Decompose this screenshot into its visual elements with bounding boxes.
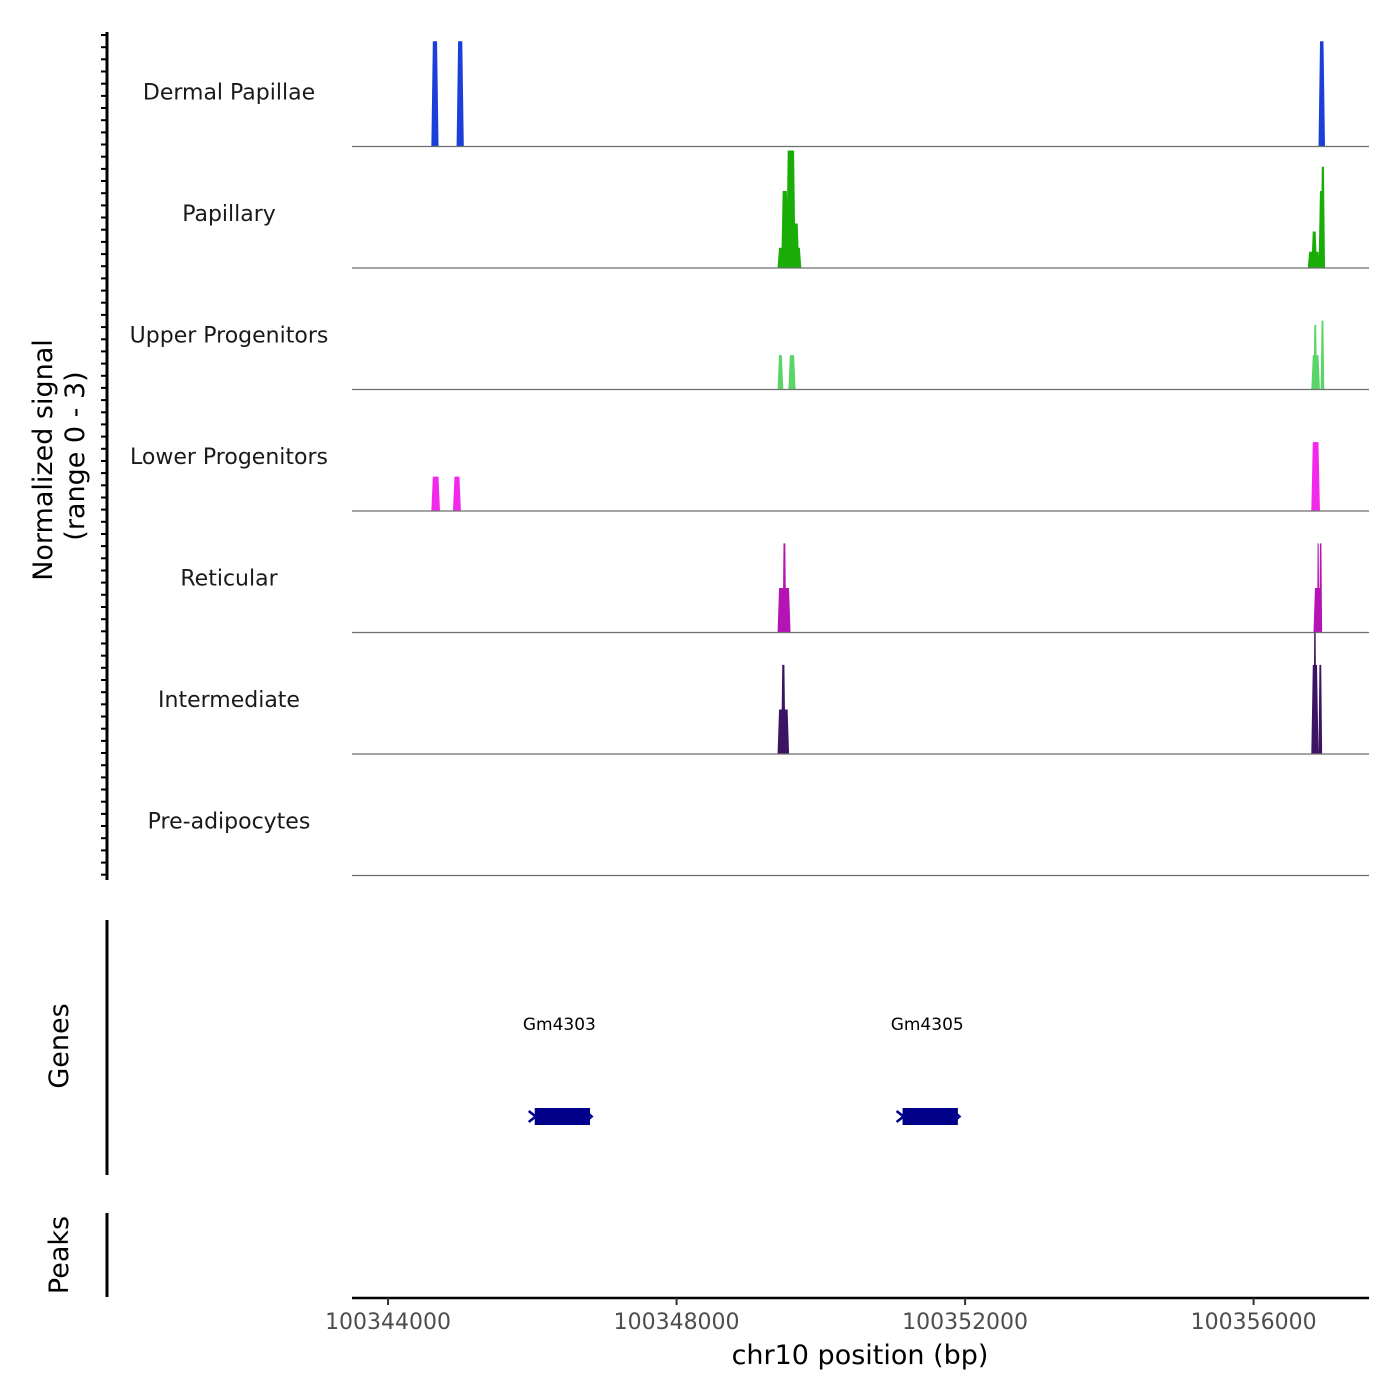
track-intermediate: Intermediate <box>158 632 1369 755</box>
gene-gm4305[interactable]: Gm4305 <box>891 1015 964 1125</box>
x-axis-ticks: 100344000 100348000 100352000 100356000 <box>325 1298 1317 1335</box>
track-reticular: Reticular <box>180 543 1369 634</box>
gene-gm4303[interactable]: Gm4303 <box>523 1015 596 1125</box>
signal-peak <box>1319 543 1323 633</box>
track-label: Intermediate <box>158 688 300 713</box>
signal-peak <box>777 355 784 390</box>
signal-peak <box>1312 251 1320 268</box>
signal-peak <box>782 543 787 633</box>
signal-peak <box>1313 632 1317 754</box>
gene-annotations: Gm4303 Gm4305 <box>523 1015 964 1125</box>
strand-arrow <box>955 1112 962 1121</box>
track-pre-adipocytes: Pre-adipocytes <box>148 810 1369 877</box>
track-label: Reticular <box>180 567 278 592</box>
signal-peak <box>431 41 439 147</box>
signal-peak <box>791 247 802 268</box>
x-tick-label: 100344000 <box>325 1310 451 1335</box>
gene-label: Gm4305 <box>891 1015 964 1035</box>
track-lower-progenitors: Lower Progenitors <box>130 442 1369 512</box>
track-label: Upper Progenitors <box>130 324 329 349</box>
track-label: Papillary <box>182 202 276 227</box>
signal-peak <box>1311 442 1320 511</box>
x-tick-label: 100348000 <box>614 1310 740 1335</box>
peaks-panel-title: Peaks <box>44 1216 75 1294</box>
signal-peak <box>456 41 464 147</box>
x-tick-label: 100352000 <box>902 1310 1028 1335</box>
track-label: Dermal Papillae <box>143 81 315 106</box>
x-tick-label: 100356000 <box>1191 1310 1317 1335</box>
signal-peak <box>1318 664 1323 754</box>
track-label: Lower Progenitors <box>130 445 328 470</box>
gene-label: Gm4303 <box>523 1015 596 1035</box>
track-label: Pre-adipocytes <box>148 810 311 835</box>
coverage-y-title-line2: (range 0 - 3) <box>60 371 91 540</box>
signal-peak <box>1317 543 1320 633</box>
signal-peak <box>431 476 440 511</box>
strand-arrow <box>895 1110 906 1123</box>
genes-panel-title: Genes <box>44 1003 75 1088</box>
track-dermal-papillae: Dermal Papillae <box>143 41 1369 148</box>
signal-peak <box>1320 320 1325 390</box>
signal-peak <box>781 664 786 754</box>
gene-body <box>902 1108 958 1125</box>
strand-arrow <box>587 1112 594 1121</box>
signal-peak <box>1320 166 1326 268</box>
signal-peak <box>452 476 461 511</box>
x-axis-title: chr10 position (bp) <box>732 1340 989 1371</box>
gene-body <box>534 1108 591 1125</box>
track-papillary: Papillary <box>182 150 1369 269</box>
signal-peak <box>1318 41 1326 147</box>
coverage-y-title-line1: Normalized signal <box>28 339 59 581</box>
strand-arrow <box>527 1110 538 1123</box>
track-upper-progenitors: Upper Progenitors <box>130 320 1369 391</box>
coverage-tracks: Dermal Papillae Papillary Upper Progenitor… <box>130 41 1369 877</box>
signal-peak <box>1313 324 1318 390</box>
coverage-y-ticks <box>101 34 107 876</box>
signal-peak <box>788 355 796 390</box>
